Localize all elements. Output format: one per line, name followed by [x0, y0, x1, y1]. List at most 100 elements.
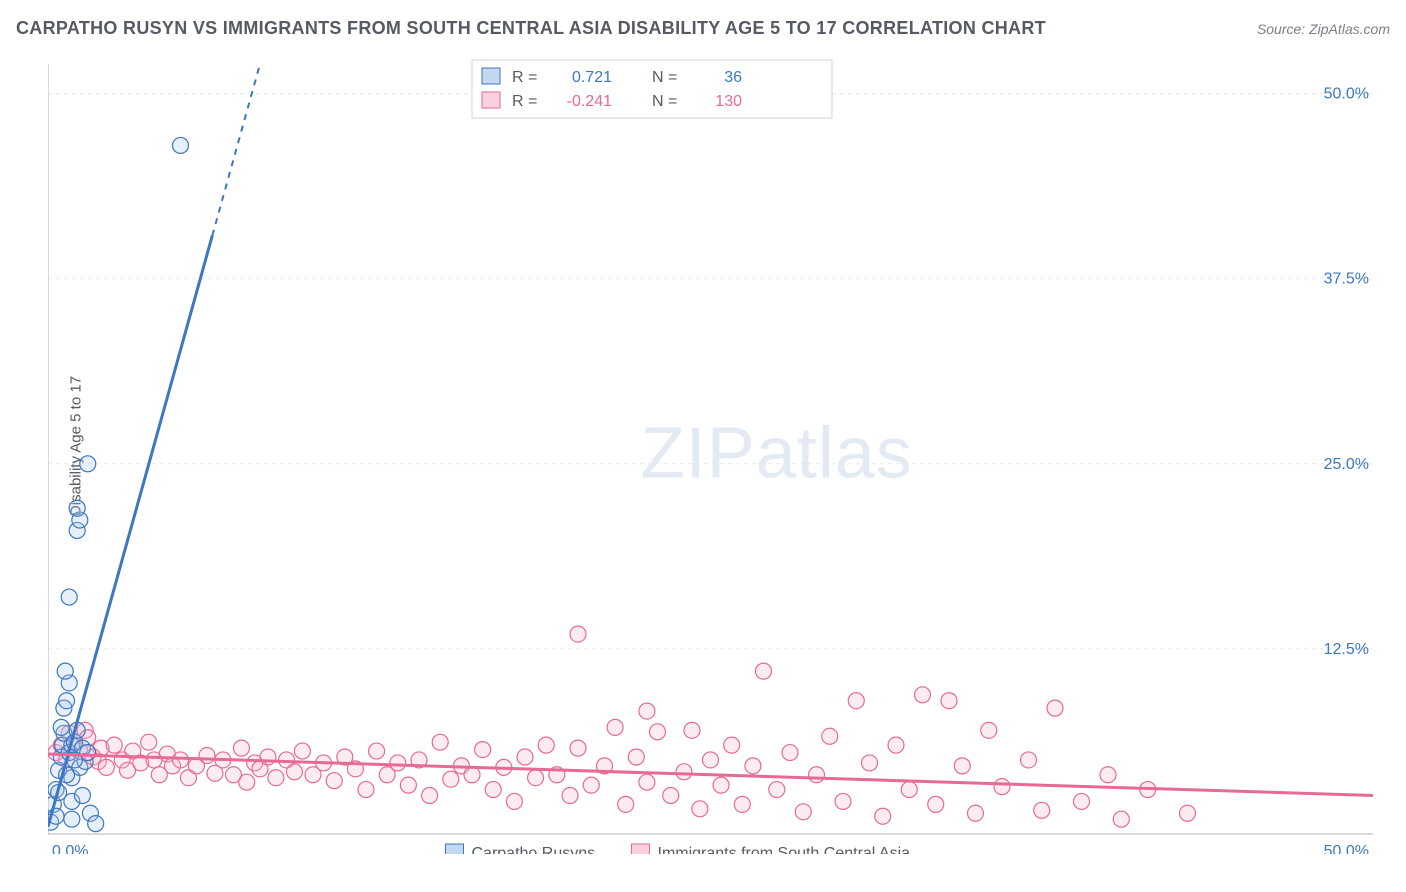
data-point-pink	[538, 737, 554, 753]
y-tick-label: 37.5%	[1324, 271, 1369, 288]
legend-swatch-blue	[482, 68, 500, 84]
data-point-pink	[286, 764, 302, 780]
data-point-pink	[98, 759, 114, 775]
source-label: Source: ZipAtlas.com	[1257, 21, 1390, 37]
data-point-pink	[239, 774, 255, 790]
legend-r-prefix: R =	[512, 93, 537, 110]
bottom-legend-label-pink: Immigrants from South Central Asia	[658, 845, 911, 854]
data-point-pink	[875, 808, 891, 824]
data-point-pink	[639, 703, 655, 719]
data-point-pink	[1034, 802, 1050, 818]
legend-r-value-blue: 0.721	[572, 69, 612, 86]
legend-r-value-pink: -0.241	[567, 93, 612, 110]
data-point-pink	[358, 782, 374, 798]
data-point-pink	[106, 737, 122, 753]
y-tick-label: 50.0%	[1324, 86, 1369, 103]
data-point-blue	[173, 137, 189, 153]
data-point-pink	[703, 752, 719, 768]
data-point-pink	[862, 755, 878, 771]
data-point-blue	[57, 663, 73, 679]
data-point-pink	[639, 774, 655, 790]
data-point-pink	[390, 755, 406, 771]
data-point-pink	[650, 724, 666, 740]
data-point-pink	[835, 793, 851, 809]
data-point-pink	[848, 693, 864, 709]
y-tick-label: 12.5%	[1324, 641, 1369, 658]
legend-n-value-blue: 36	[724, 69, 742, 86]
legend-r-prefix: R =	[512, 69, 537, 86]
data-point-blue	[64, 811, 80, 827]
data-point-pink	[795, 804, 811, 820]
x-tick-label: 50.0%	[1324, 843, 1369, 854]
data-point-pink	[928, 796, 944, 812]
data-point-pink	[607, 719, 623, 735]
legend-n-value-pink: 130	[715, 93, 742, 110]
data-point-pink	[233, 740, 249, 756]
bottom-legend-swatch-pink	[632, 844, 650, 854]
trend-line-blue-dashed	[212, 64, 260, 236]
data-point-pink	[809, 767, 825, 783]
data-point-pink	[422, 788, 438, 804]
bottom-legend-label-blue: Carpatho Rusyns	[472, 845, 596, 854]
data-point-pink	[724, 737, 740, 753]
legend-swatch-pink	[482, 92, 500, 108]
y-tick-label: 25.0%	[1324, 456, 1369, 473]
data-point-pink	[260, 749, 276, 765]
data-point-pink	[400, 777, 416, 793]
data-point-pink	[369, 743, 385, 759]
data-point-pink	[915, 687, 931, 703]
data-point-pink	[822, 728, 838, 744]
data-point-pink	[663, 788, 679, 804]
data-point-pink	[713, 777, 729, 793]
data-point-pink	[745, 758, 761, 774]
correlation-chart: 12.5%25.0%37.5%50.0%ZIPatlas0.0%50.0%R =…	[48, 54, 1388, 854]
data-point-pink	[901, 782, 917, 798]
data-point-blue	[59, 693, 75, 709]
chart-svg: 12.5%25.0%37.5%50.0%ZIPatlas0.0%50.0%R =…	[48, 54, 1388, 854]
x-tick-label: 0.0%	[52, 843, 88, 854]
data-point-pink	[941, 693, 957, 709]
data-point-pink	[756, 663, 772, 679]
data-point-pink	[141, 734, 157, 750]
data-point-pink	[485, 782, 501, 798]
data-point-pink	[994, 779, 1010, 795]
data-point-pink	[570, 626, 586, 642]
data-point-pink	[676, 764, 692, 780]
data-point-pink	[769, 782, 785, 798]
data-point-pink	[981, 722, 997, 738]
title-bar: CARPATHO RUSYN VS IMMIGRANTS FROM SOUTH …	[16, 18, 1390, 39]
data-point-blue	[69, 500, 85, 516]
data-point-pink	[734, 796, 750, 812]
data-point-blue	[61, 589, 77, 605]
data-point-pink	[583, 777, 599, 793]
data-point-pink	[888, 737, 904, 753]
data-point-pink	[782, 745, 798, 761]
data-point-pink	[173, 752, 189, 768]
data-point-pink	[684, 722, 700, 738]
data-point-pink	[628, 749, 644, 765]
data-point-pink	[1100, 767, 1116, 783]
data-point-pink	[506, 793, 522, 809]
data-point-pink	[326, 773, 342, 789]
data-point-pink	[1047, 700, 1063, 716]
data-point-pink	[475, 742, 491, 758]
data-point-pink	[692, 801, 708, 817]
data-point-blue	[53, 719, 69, 735]
data-point-pink	[562, 788, 578, 804]
legend-n-prefix: N =	[652, 93, 677, 110]
data-point-pink	[294, 743, 310, 759]
data-point-pink	[268, 770, 284, 786]
data-point-blue	[88, 816, 104, 832]
data-point-pink	[464, 767, 480, 783]
data-point-blue	[74, 788, 90, 804]
data-point-pink	[968, 805, 984, 821]
data-point-pink	[954, 758, 970, 774]
data-point-pink	[1074, 793, 1090, 809]
data-point-pink	[1113, 811, 1129, 827]
bottom-legend-swatch-blue	[446, 844, 464, 854]
data-point-pink	[432, 734, 448, 750]
data-point-pink	[199, 748, 215, 764]
data-point-pink	[528, 770, 544, 786]
data-point-pink	[517, 749, 533, 765]
data-point-pink	[1180, 805, 1196, 821]
